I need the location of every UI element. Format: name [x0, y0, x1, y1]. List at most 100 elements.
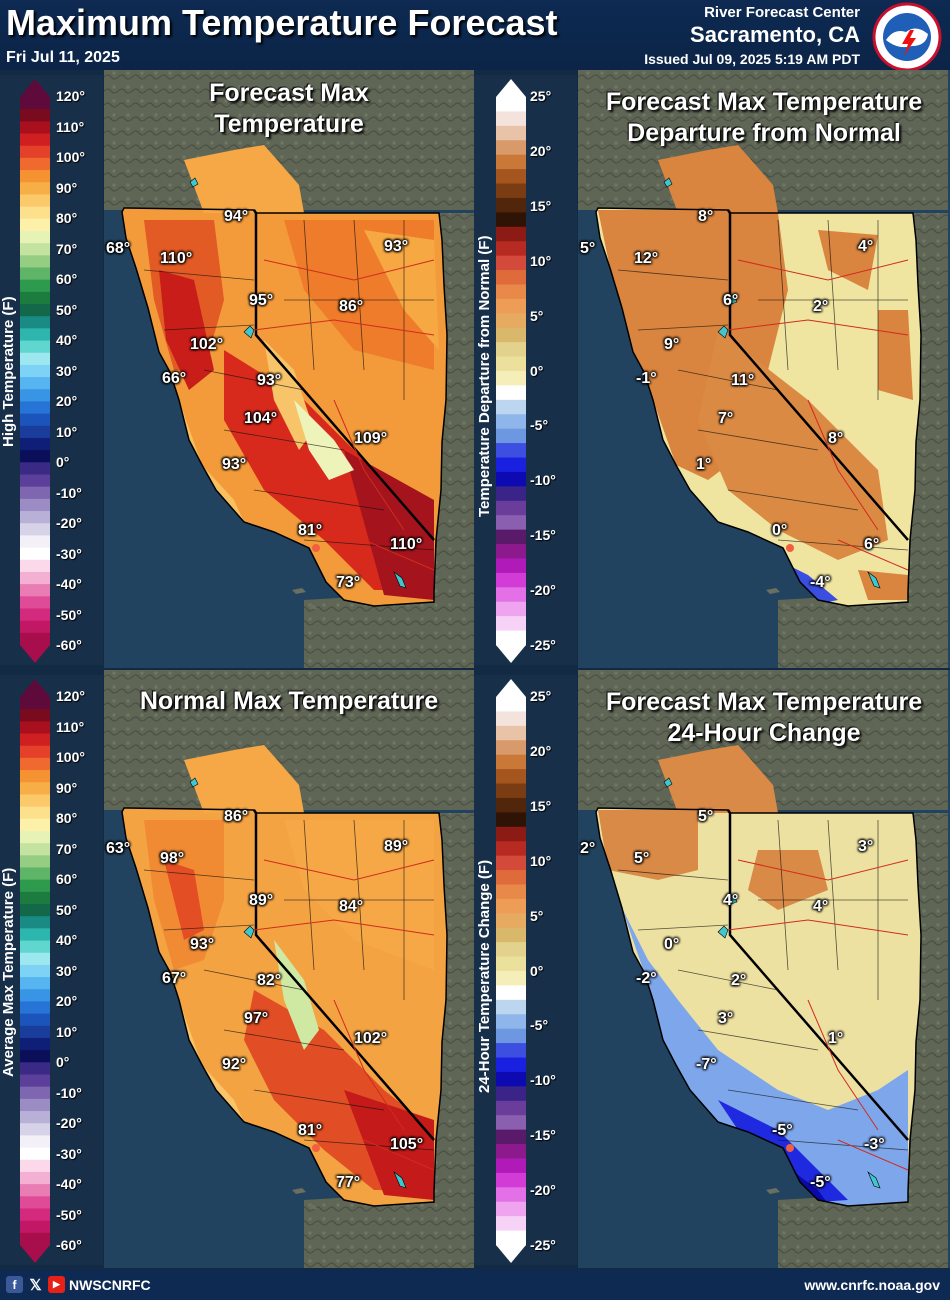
panel-title: Forecast Max Temperature: [209, 79, 369, 138]
legend-tick: 0°: [56, 454, 70, 470]
issued-time: Issued Jul 09, 2025 5:19 AM PDT: [644, 51, 860, 67]
forecast-date: Fri Jul 11, 2025: [6, 49, 120, 66]
legend-tick: 10°: [56, 423, 78, 440]
legend-tick: 10°: [530, 252, 552, 269]
point-value: 109°: [354, 430, 388, 447]
point-value: 82°: [257, 972, 282, 989]
point-value: -5°: [810, 1174, 831, 1191]
social-handle[interactable]: NWSCNRFC: [69, 1276, 151, 1293]
point-value: 89°: [384, 838, 409, 855]
legend-tick: 25°: [530, 88, 552, 104]
point-value: 93°: [190, 936, 215, 953]
legend-tick: 120°: [56, 88, 85, 104]
point-value: 3°: [858, 838, 874, 855]
point-value: 9°: [664, 336, 680, 353]
legend-24h-change: 24-Hour Temperature Change (F) 25° 20° 15°…: [474, 675, 577, 1265]
social-links: f 𝕏 ▶ NWSCNRFC: [6, 1276, 151, 1294]
legend-tick: -10°: [530, 1072, 556, 1089]
legend-tick: 50°: [56, 901, 78, 918]
point-value: 63°: [106, 840, 131, 857]
point-value: 97°: [244, 1010, 269, 1027]
point-value: 86°: [224, 808, 249, 825]
legend-tick: 110°: [56, 718, 85, 735]
website-link[interactable]: www.cnrfc.noaa.gov: [804, 1277, 940, 1293]
point-value: 11°: [731, 372, 755, 389]
point-value: 6°: [723, 292, 739, 309]
point-value: 89°: [249, 892, 274, 909]
map-normal-max-temperature: Normal Max Temperature 86° 89° 63° 98° 89° 84…: [104, 670, 474, 1268]
point-value: 98°: [160, 850, 185, 867]
point-value: 93°: [257, 372, 282, 389]
legend-tick: 70°: [56, 840, 78, 857]
legend-tick: -5°: [530, 417, 549, 434]
panel-title: Forecast Max Temperature 24-Hour Change: [605, 688, 923, 747]
legend-tick: -30°: [56, 1145, 82, 1162]
point-value: 5°: [634, 850, 650, 867]
point-value: 8°: [828, 430, 844, 447]
facebook-icon[interactable]: f: [6, 1276, 23, 1293]
point-value: 86°: [339, 298, 364, 315]
legend-tick: 15°: [530, 197, 552, 214]
point-value: 102°: [354, 1030, 388, 1047]
legend-tick: -50°: [56, 1206, 82, 1223]
map-canvas: [104, 670, 474, 1268]
legend-tick: 120°: [56, 688, 85, 704]
map-forecast-max-temperature: Forecast Max Temperature 94° 93° 68° 110° 95°…: [104, 70, 474, 668]
point-value: 110°: [390, 536, 423, 553]
legend-tick: 30°: [56, 362, 78, 379]
x-twitter-icon[interactable]: 𝕏: [27, 1276, 44, 1294]
point-value: -7°: [696, 1056, 717, 1073]
point-value: 92°: [222, 1056, 247, 1073]
map-canvas: [578, 670, 948, 1268]
rfc-name: River Forecast Center: [704, 4, 860, 21]
legend-tick: 20°: [56, 993, 78, 1009]
legend-tick: -40°: [56, 1176, 82, 1192]
point-value: 5°: [698, 808, 714, 825]
legend-tick: 110°: [56, 118, 85, 135]
legend-tick: -10°: [56, 484, 82, 501]
point-value: 110°: [160, 250, 193, 267]
point-value: 0°: [664, 936, 680, 953]
point-value: -5°: [772, 1122, 793, 1139]
rfc-location: Sacramento, CA: [690, 22, 860, 47]
legend-label: 24-Hour Temperature Change (F): [476, 859, 493, 1093]
legend-tick: 20°: [530, 142, 552, 159]
point-value: 4°: [858, 238, 874, 255]
nws-logo-icon[interactable]: [872, 2, 942, 72]
point-value: 0°: [772, 522, 788, 539]
legend-tick: -20°: [530, 582, 556, 599]
point-value: 81°: [298, 1122, 323, 1139]
youtube-icon[interactable]: ▶: [48, 1276, 65, 1293]
point-value: 105°: [390, 1136, 424, 1153]
legend-tick: 30°: [56, 962, 78, 979]
legend-tick: 100°: [56, 749, 85, 765]
legend-tick: -10°: [530, 472, 556, 489]
legend-high-temperature: High Temperature (F) 120° 110° 100° 90° 80° 7…: [0, 75, 103, 665]
point-value: 2°: [731, 972, 747, 989]
legend-tick: -20°: [56, 515, 82, 531]
point-value: 1°: [828, 1030, 844, 1047]
point-value: 104°: [244, 410, 278, 427]
legend-average-temperature: Average Max Temperature (F) 120° 110° 100°…: [0, 675, 103, 1265]
legend-tick: 40°: [56, 932, 78, 948]
legend-tick: -20°: [56, 1115, 82, 1131]
departure-colorbar: [496, 79, 526, 663]
point-value: 73°: [336, 574, 361, 591]
legend-tick: -25°: [530, 1237, 556, 1253]
point-value: 6°: [864, 536, 880, 553]
change-colorbar: [496, 679, 526, 1263]
point-value: 7°: [718, 410, 734, 427]
legend-tick: -40°: [56, 576, 82, 592]
map-canvas: [104, 70, 474, 668]
panel-title: Forecast Max Temperature Departure from N…: [605, 88, 923, 147]
legend-tick: -60°: [56, 1237, 82, 1253]
point-value: -4°: [810, 574, 831, 591]
legend-tick: 10°: [530, 852, 552, 869]
point-value: 93°: [384, 238, 409, 255]
point-value: 2°: [813, 298, 829, 315]
point-value: 94°: [224, 208, 249, 225]
legend-tick: 10°: [56, 1023, 78, 1040]
legend-tick: 40°: [56, 332, 78, 348]
panel-title: Normal Max Temperature: [139, 687, 439, 715]
legend-tick: -10°: [56, 1084, 82, 1101]
